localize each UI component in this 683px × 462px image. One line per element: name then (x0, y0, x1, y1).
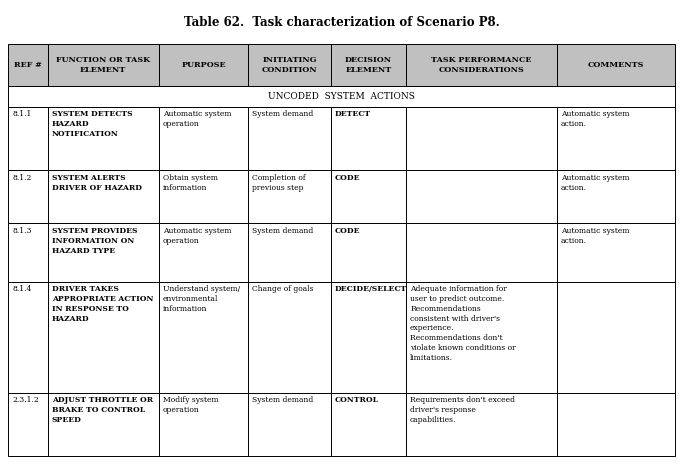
Bar (48, 170, 158, 223)
Bar (249, 107, 331, 170)
Text: Obtain system
information: Obtain system information (163, 174, 218, 192)
Text: SYSTEM PROVIDES
INFORMATION ON
HAZARD TYPE: SYSTEM PROVIDES INFORMATION ON HAZARD TY… (52, 227, 137, 255)
Bar (557, 223, 675, 281)
Bar (8, 85, 675, 107)
Text: COMMENTS: COMMENTS (587, 61, 644, 69)
Bar (249, 44, 331, 85)
Text: TASK PERFORMANCE
CONSIDERATIONS: TASK PERFORMANCE CONSIDERATIONS (431, 56, 531, 73)
Bar (48, 107, 158, 170)
Bar (557, 170, 675, 223)
Text: System demand: System demand (253, 396, 313, 404)
Text: Completion of
previous step: Completion of previous step (253, 174, 306, 192)
Text: DECIDE/SELECT: DECIDE/SELECT (335, 285, 407, 293)
Text: Automatic system
action.: Automatic system action. (561, 110, 629, 128)
Text: 8.1.1: 8.1.1 (12, 110, 31, 118)
Bar (249, 223, 331, 281)
Text: Automatic system
action.: Automatic system action. (561, 174, 629, 192)
Text: Understand system/
environmental
information: Understand system/ environmental informa… (163, 285, 240, 313)
Bar (406, 393, 557, 456)
Text: CODE: CODE (335, 174, 361, 182)
Bar (331, 281, 406, 393)
Bar (158, 223, 249, 281)
Bar (249, 170, 331, 223)
Bar (557, 107, 675, 170)
Bar (331, 107, 406, 170)
Text: SYSTEM DETECTS
HAZARD
NOTIFICATION: SYSTEM DETECTS HAZARD NOTIFICATION (52, 110, 133, 138)
Bar (8, 44, 48, 85)
Text: DETECT: DETECT (335, 110, 371, 118)
Bar (406, 281, 557, 393)
Text: Automatic system
operation: Automatic system operation (163, 110, 232, 128)
Text: Automatic system
operation: Automatic system operation (163, 227, 232, 245)
Text: Modify system
operation: Modify system operation (163, 396, 219, 414)
Text: Automatic system
action.: Automatic system action. (561, 227, 629, 245)
Text: SYSTEM ALERTS
DRIVER OF HAZARD: SYSTEM ALERTS DRIVER OF HAZARD (52, 174, 141, 192)
Bar (557, 281, 675, 393)
Bar (158, 393, 249, 456)
Text: System demand: System demand (253, 227, 313, 235)
Bar (48, 393, 158, 456)
Text: DRIVER TAKES
APPROPRIATE ACTION
IN RESPONSE TO
HAZARD: DRIVER TAKES APPROPRIATE ACTION IN RESPO… (52, 285, 153, 322)
Bar (249, 281, 331, 393)
Text: Requirements don't exceed
driver's response
capabilities.: Requirements don't exceed driver's respo… (410, 396, 515, 424)
Bar (8, 393, 48, 456)
Bar (158, 281, 249, 393)
Text: UNCODED  SYSTEM  ACTIONS: UNCODED SYSTEM ACTIONS (268, 91, 415, 101)
Bar (331, 44, 406, 85)
Text: FUNCTION OR TASK
ELEMENT: FUNCTION OR TASK ELEMENT (56, 56, 150, 73)
Bar (158, 170, 249, 223)
Text: PURPOSE: PURPOSE (181, 61, 226, 69)
Text: INITIATING
CONDITION: INITIATING CONDITION (262, 56, 318, 73)
Text: REF #: REF # (14, 61, 42, 69)
Bar (557, 393, 675, 456)
Text: DECISION
ELEMENT: DECISION ELEMENT (345, 56, 392, 73)
Text: 8.1.3: 8.1.3 (12, 227, 32, 235)
Bar (8, 170, 48, 223)
Bar (406, 170, 557, 223)
Bar (331, 223, 406, 281)
Text: System demand: System demand (253, 110, 313, 118)
Text: CODE: CODE (335, 227, 361, 235)
Bar (8, 281, 48, 393)
Bar (406, 107, 557, 170)
Bar (8, 107, 48, 170)
Bar (406, 44, 557, 85)
Bar (158, 44, 249, 85)
Text: 8.1.2: 8.1.2 (12, 174, 31, 182)
Text: Change of goals: Change of goals (253, 285, 314, 293)
Text: 2.3.1.2: 2.3.1.2 (12, 396, 39, 404)
Bar (48, 281, 158, 393)
Text: Adequate information for
user to predict outcome.
Recommendations
consistent wit: Adequate information for user to predict… (410, 285, 516, 362)
Bar (158, 107, 249, 170)
Text: ADJUST THROTTLE OR
BRAKE TO CONTROL
SPEED: ADJUST THROTTLE OR BRAKE TO CONTROL SPEE… (52, 396, 153, 424)
Bar (331, 170, 406, 223)
Bar (48, 44, 158, 85)
Bar (8, 223, 48, 281)
Text: CONTROL: CONTROL (335, 396, 379, 404)
Bar (249, 393, 331, 456)
Text: Table 62.  Task characterization of Scenario P8.: Table 62. Task characterization of Scena… (184, 16, 499, 29)
Bar (48, 223, 158, 281)
Bar (406, 223, 557, 281)
Bar (331, 393, 406, 456)
Bar (557, 44, 675, 85)
Text: 8.1.4: 8.1.4 (12, 285, 31, 293)
